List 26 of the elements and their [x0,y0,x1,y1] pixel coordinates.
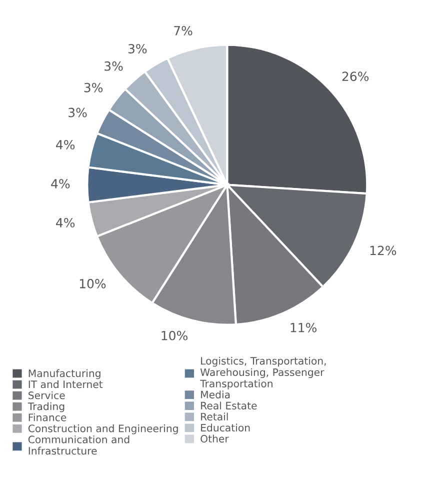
legend-label: Communication and Infrastructure [28,435,130,455]
legend-label: Logistics, Transportation, Warehousing, Passenger Transportation [200,356,326,390]
data-label: 3% [84,82,103,92]
data-label: 11% [290,322,317,332]
legend-label: Finance [28,413,66,422]
data-label: 7% [174,26,192,36]
data-label: 3% [104,61,123,71]
data-label: 10% [162,330,188,340]
legend-label: Other [200,434,229,443]
data-label: 4% [56,218,75,228]
legend-label: Service [28,391,65,400]
data-label: 10% [80,278,106,288]
data-label: 26% [342,72,369,82]
data-label: 3% [128,44,147,54]
legend-label: IT and Internet [28,380,103,388]
legend-label: Education [201,424,250,432]
data-label: 12% [370,246,396,256]
data-label: 4% [51,178,70,188]
data-label: 3% [68,108,87,118]
legend-label: Trading [28,402,64,412]
data-label: 4% [56,140,75,150]
legend-label: Media [201,390,230,398]
legend-label: Construction and Engineering [28,424,178,434]
legend-label: Manufacturing [28,369,100,380]
legend-label: Retail [201,412,228,421]
legend-label: Real Estate [201,402,257,410]
